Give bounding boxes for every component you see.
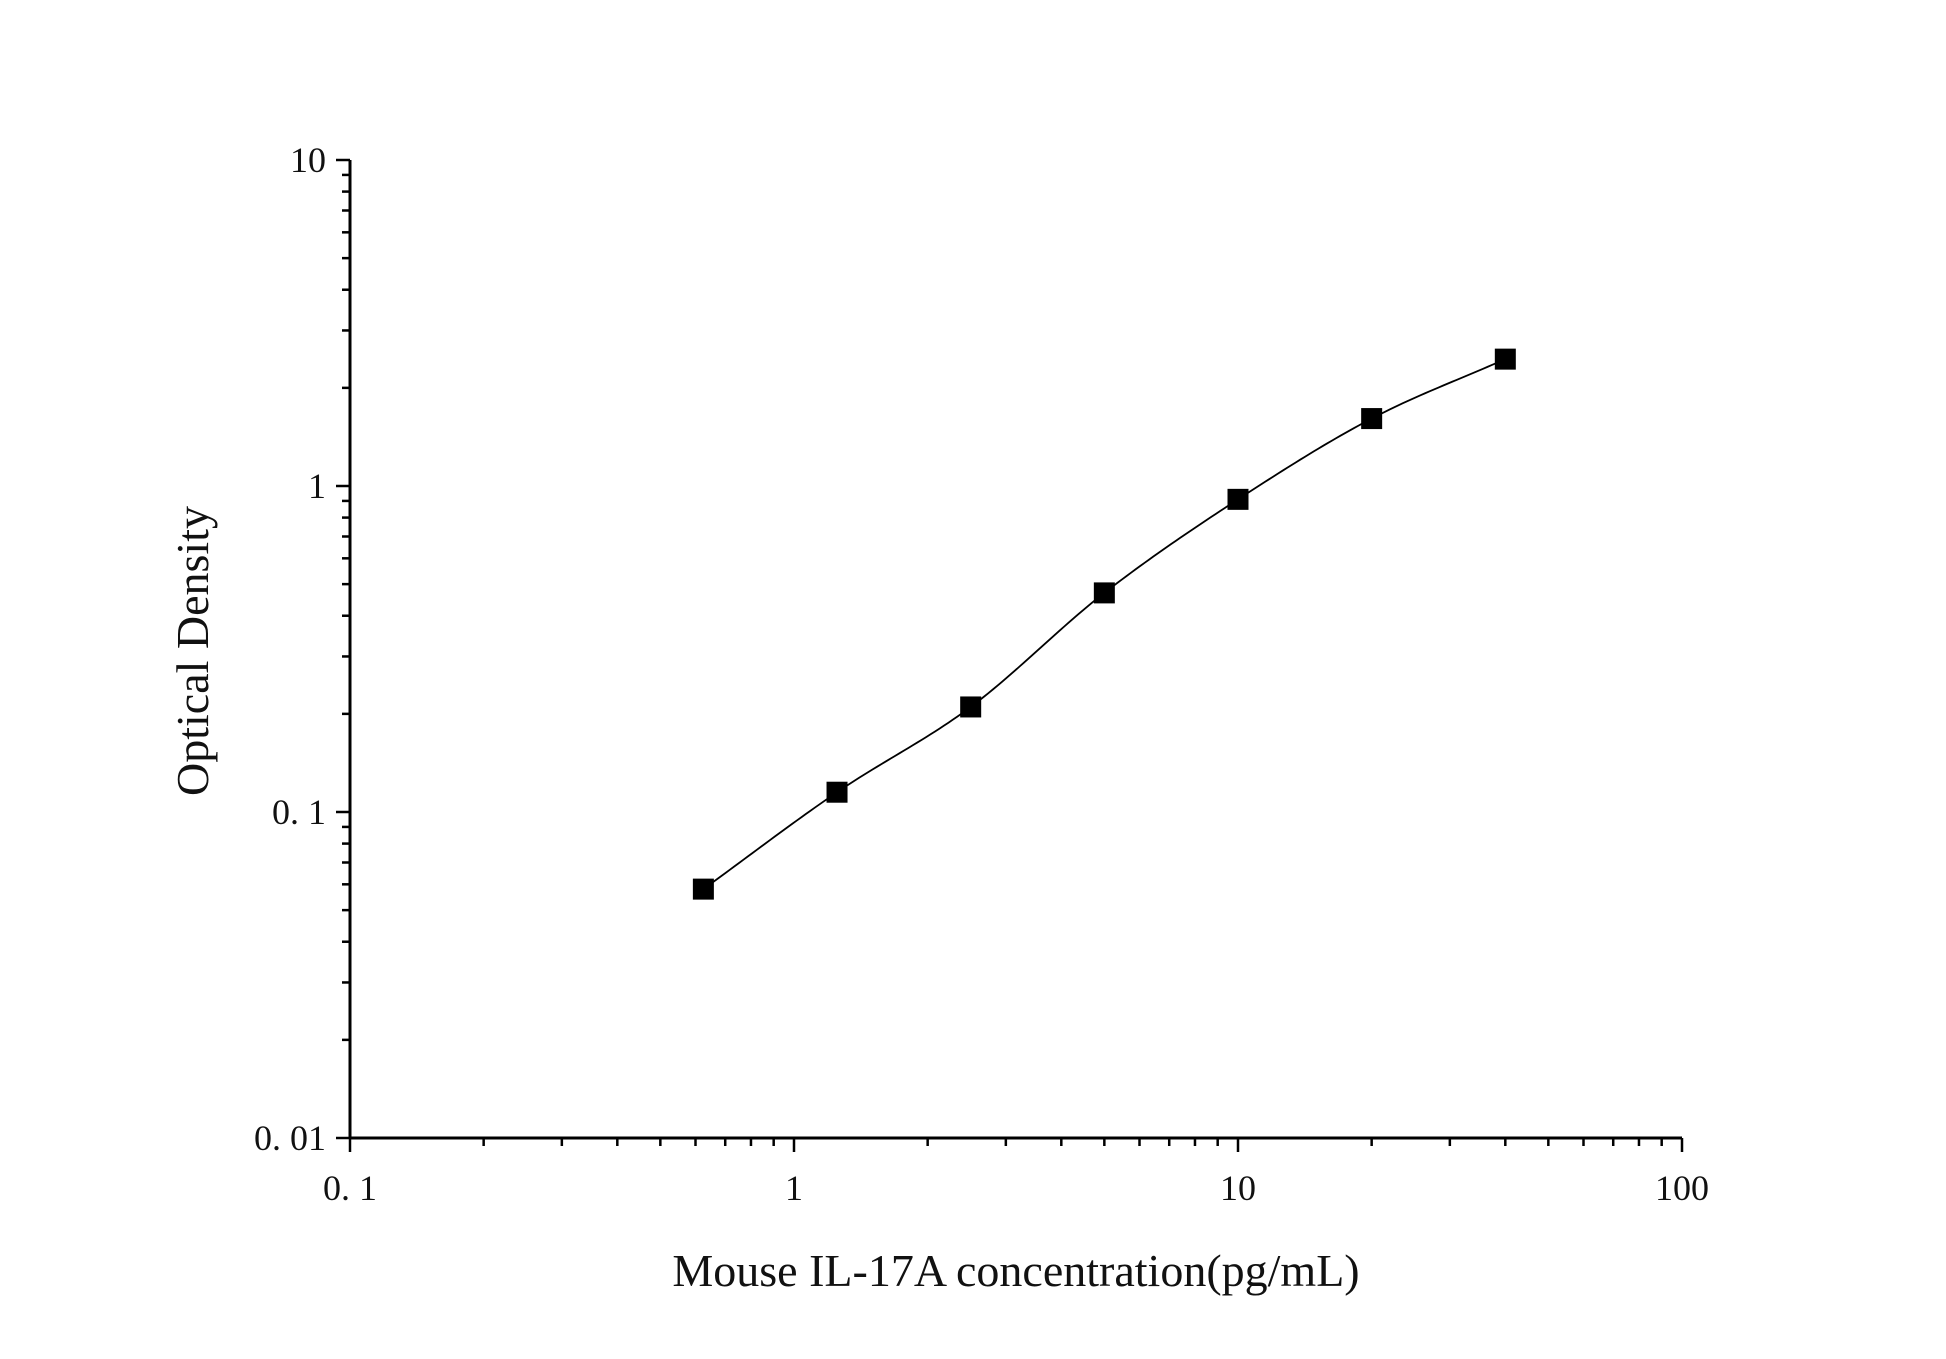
data-point	[960, 696, 982, 718]
data-point	[1361, 408, 1383, 430]
data-point	[692, 878, 714, 900]
y-axis-title: Optical Density	[167, 506, 218, 796]
x-tick-label: 0. 1	[323, 1168, 377, 1208]
data-points-layer	[692, 348, 1516, 900]
y-tick-label: 10	[290, 140, 326, 180]
data-point	[1227, 488, 1249, 510]
y-tick-label: 1	[308, 466, 326, 506]
labels-layer: Mouse IL-17A concentration(pg/mL) Optica…	[167, 140, 1709, 1296]
x-tick-label: 100	[1655, 1168, 1709, 1208]
data-point	[1093, 582, 1115, 604]
x-tick-label: 10	[1220, 1168, 1256, 1208]
x-axis-title: Mouse IL-17A concentration(pg/mL)	[672, 1245, 1359, 1296]
y-tick-label: 0. 1	[272, 792, 326, 832]
fit-curve-line	[702, 358, 1506, 890]
data-point	[826, 781, 848, 803]
fit-curve-layer	[702, 358, 1506, 890]
axes	[336, 158, 1684, 1152]
data-point	[1494, 348, 1516, 370]
x-tick-label: 1	[785, 1168, 803, 1208]
y-tick-label: 0. 01	[254, 1118, 326, 1158]
